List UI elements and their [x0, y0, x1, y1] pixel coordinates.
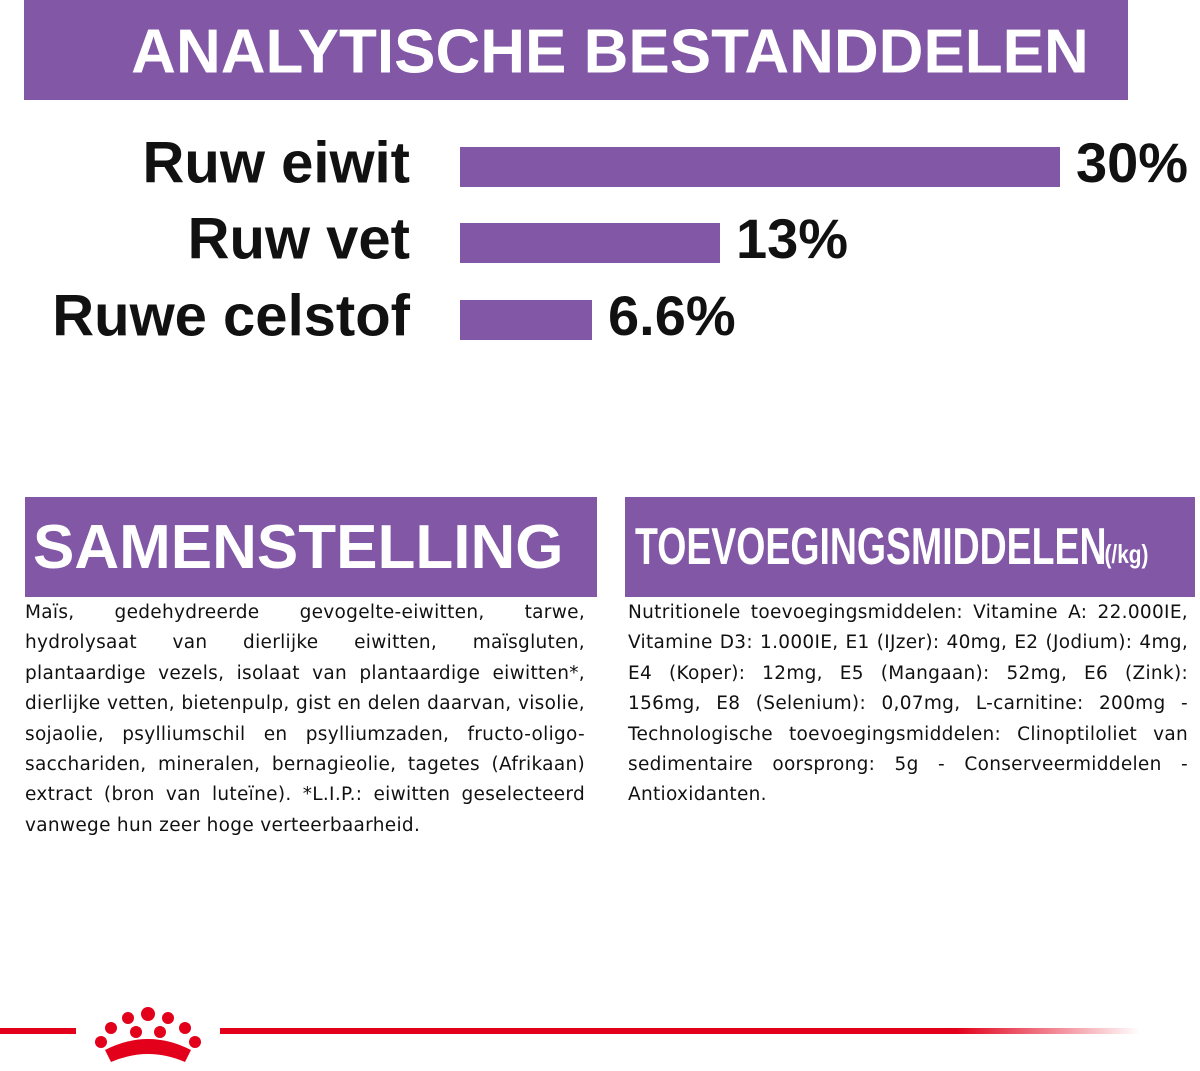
- logo: [95, 1007, 201, 1062]
- value-label: 30%: [1076, 131, 1188, 194]
- bar: [460, 147, 1060, 187]
- footer-line: [0, 1028, 76, 1034]
- brand-footer: [0, 1007, 1140, 1062]
- title-banner: [24, 0, 1128, 100]
- additives-text: Nutritionele toevoegingsmiddelen: Vitami…: [628, 602, 1188, 806]
- additives-unit: (/kg): [1104, 538, 1149, 569]
- footer-line: [220, 1028, 1140, 1034]
- category-label: Ruw vet: [188, 206, 410, 271]
- category-label: Ruw eiwit: [143, 130, 410, 195]
- additives-header: TOEVOEGINGSMIDDELEN (/kg): [625, 497, 1195, 597]
- chart: ANALYTISCHE BESTANDDELEN Ruw eiwit 30% Ruw…: [24, 0, 1188, 348]
- bar: [460, 223, 720, 263]
- chart-title: ANALYTISCHE BESTANDDELEN: [131, 17, 1089, 86]
- composition-text: Maïs, gedehydreerde gevogelte-eiwitten, …: [25, 602, 585, 836]
- value-label: 6.6%: [608, 284, 736, 347]
- composition-title: SAMENSTELLING: [33, 512, 564, 582]
- value-label: 13%: [736, 207, 848, 270]
- additives-title: TOEVOEGINGSMIDDELEN: [635, 518, 1107, 576]
- bar: [460, 300, 592, 340]
- category-label: Ruwe celstof: [52, 283, 410, 348]
- composition-header: SAMENSTELLING: [25, 497, 597, 597]
